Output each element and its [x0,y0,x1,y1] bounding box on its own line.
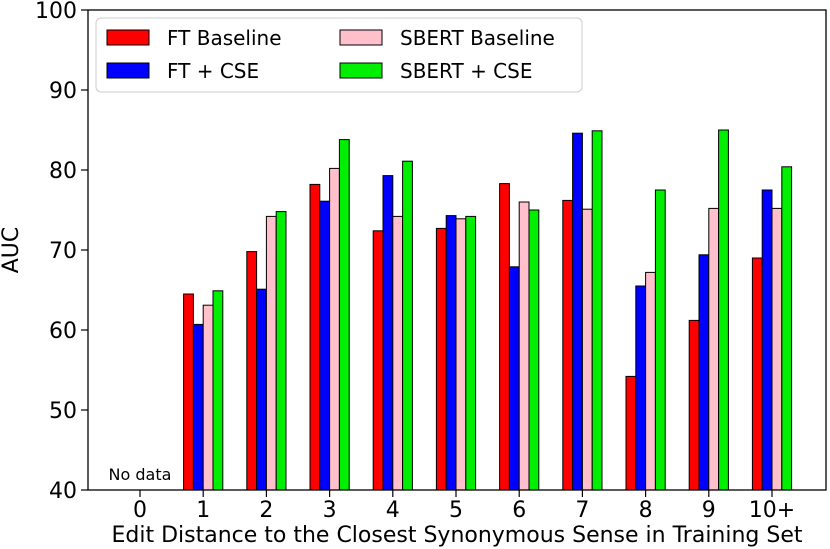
x-tick-label: 1 [196,498,210,523]
bar-sbert-baseline-10 [771,207,783,491]
bar-sbert-baseline-5 [455,218,467,491]
legend-box [95,17,583,93]
x-tick-label: 9 [702,498,716,523]
x-tick-label: 5 [449,498,463,523]
bar-ft-baseline-3 [309,183,321,491]
bar-ft-baseline-10 [751,257,763,491]
bar-ft-cse-1 [192,323,204,491]
x-tick-label: 2 [259,498,273,523]
legend-swatch-ft-baseline [106,29,150,46]
y-tick-label: 40 [49,479,77,504]
legend-swatch-ft-cse [106,62,150,79]
bar-ft-baseline-1 [183,293,194,491]
x-tick-label: 6 [512,498,526,523]
bar-ft-cse-5 [445,215,457,491]
x-tick-label: 0 [133,498,147,523]
bar-ft-baseline-6 [499,183,510,491]
bar-sbert-baseline-6 [518,201,530,491]
legend-label-ft-cse: FT + CSE [167,59,259,83]
bar-ft-baseline-4 [372,230,384,491]
y-tick-label: 60 [49,319,77,344]
x-tick-label: 4 [386,498,400,523]
bar-sbert-baseline-9 [708,207,720,491]
y-axis-ticks: 40 50 60 70 80 90 100 [35,0,88,504]
legend-label-ft-baseline: FT Baseline [167,26,282,50]
y-tick-label: 70 [49,239,77,264]
plot-frame [87,9,827,491]
bar-sbert-cse-6 [528,209,540,491]
legend-swatch-sbert-baseline [339,29,383,46]
bar-ft-baseline-5 [435,227,447,491]
x-axis-ticks: 0 1 2 3 4 5 6 7 8 9 10+ [133,490,795,523]
legend-swatch-sbert-cse [339,62,383,79]
bar-ft-baseline-2 [246,251,258,491]
bar-sbert-cse-7 [591,130,603,491]
bar-ft-cse-7 [572,132,583,491]
bar-ft-cse-8 [635,285,647,491]
y-axis-title: AUC [0,227,24,274]
x-tick-label: 10+ [749,498,795,523]
bar-sbert-cse-1 [212,290,224,491]
y-tick-label: 100 [35,0,77,24]
bar-ft-cse-6 [508,266,520,491]
bar-ft-cse-10 [761,189,773,491]
y-tick-label: 80 [49,159,77,184]
bar-sbert-baseline-8 [645,271,656,491]
bar-ft-cse-2 [256,288,267,491]
bar-sbert-baseline-4 [392,215,404,491]
bar-sbert-baseline-3 [329,167,340,491]
bar-ft-cse-9 [698,254,710,491]
x-tick-label: 8 [639,498,653,523]
bar-sbert-cse-10 [781,166,793,491]
bar-sbert-baseline-7 [581,208,593,491]
bar-sbert-cse-5 [465,215,477,491]
legend: FT Baseline FT + CSE SBERT Baseline SBER… [95,17,583,93]
bar-ft-cse-4 [382,175,394,491]
legend-label-sbert-baseline: SBERT Baseline [400,26,555,50]
x-axis-title: Edit Distance to the Closest Synonymous … [111,523,802,548]
bar-ft-baseline-7 [562,199,574,491]
bar-ft-baseline-8 [625,375,637,491]
bar-sbert-cse-9 [718,129,729,491]
y-tick-label: 90 [49,79,77,104]
bar-sbert-cse-3 [338,139,350,491]
bar-sbert-cse-4 [402,160,413,491]
bar-sbert-baseline-2 [265,215,277,491]
x-tick-label: 7 [575,498,589,523]
bar-sbert-cse-2 [275,211,287,491]
bars-layer [183,129,793,491]
bar-ft-cse-3 [319,200,331,491]
x-tick-label: 3 [323,498,337,523]
bar-ft-baseline-9 [688,319,700,491]
annotation-no-data: No data [109,465,172,484]
y-tick-label: 50 [49,399,77,424]
bar-sbert-baseline-1 [202,304,214,491]
bar-sbert-cse-8 [654,189,666,491]
legend-label-sbert-cse: SBERT + CSE [400,59,532,83]
